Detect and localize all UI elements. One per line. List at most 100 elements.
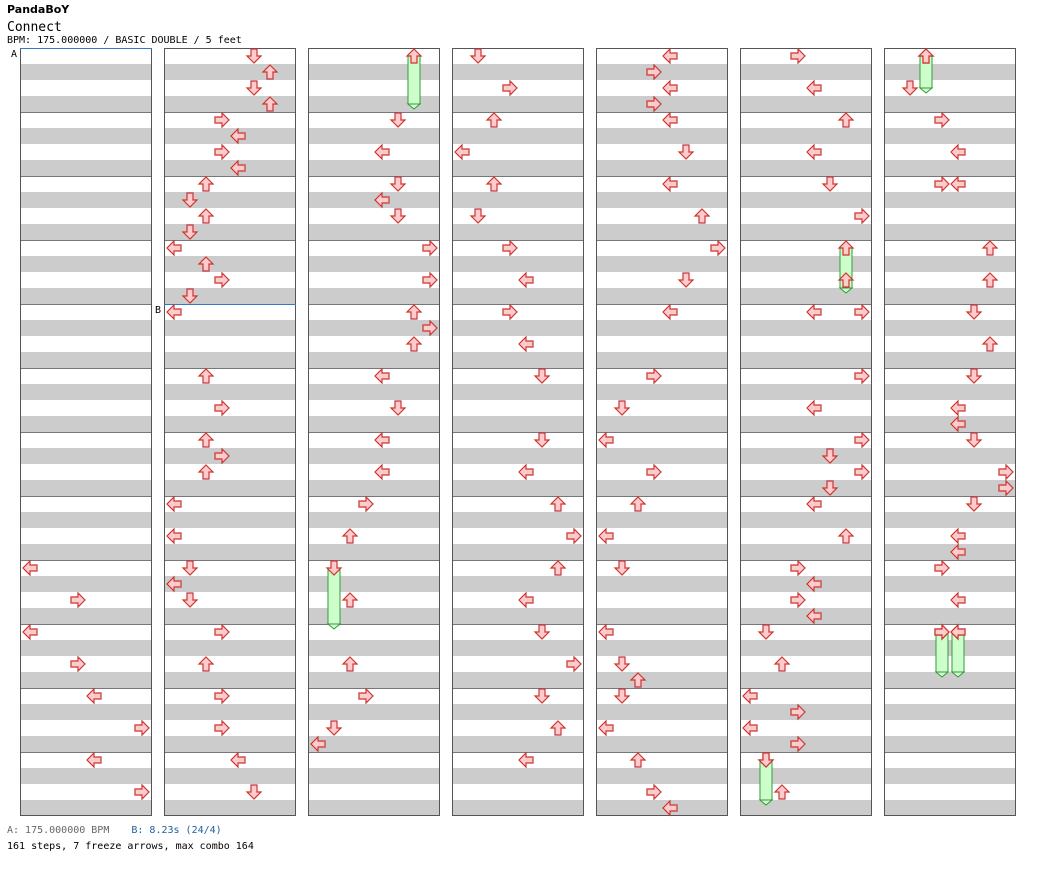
beat-stripe [884, 544, 1016, 560]
step-down-arrow [901, 80, 919, 96]
beat-stripe [164, 96, 296, 112]
beat-stripe [164, 736, 296, 752]
step-right-arrow [214, 143, 230, 161]
step-left-arrow [662, 175, 678, 193]
step-left-arrow [598, 623, 614, 641]
step-down-arrow [533, 624, 551, 640]
beat-stripe [884, 256, 1016, 272]
beat-stripe [596, 576, 728, 592]
step-left-arrow [86, 751, 102, 769]
beat-stripe [452, 384, 584, 400]
step-down-arrow [821, 480, 839, 496]
beat-stripe [884, 448, 1016, 464]
beat-stripe [452, 256, 584, 272]
step-down-arrow [965, 496, 983, 512]
beat-stripe [452, 672, 584, 688]
step-down-arrow [613, 400, 631, 416]
beat-stripe [308, 64, 440, 80]
beat-stripe [164, 768, 296, 784]
step-down-arrow [965, 432, 983, 448]
beat-stripe [164, 384, 296, 400]
marker-label-b: B [155, 305, 161, 316]
beat-stripe [20, 480, 152, 496]
step-down-arrow [533, 368, 551, 384]
beat-stripe [452, 96, 584, 112]
step-up-arrow [197, 656, 215, 672]
beat-stripe [596, 480, 728, 496]
beat-stripe [20, 64, 152, 80]
bpm-legend: A: 175.000000 BPM [7, 825, 110, 836]
step-left-arrow [950, 527, 966, 545]
step-down-arrow [389, 176, 407, 192]
step-right-arrow [70, 591, 86, 609]
step-up-arrow [629, 496, 647, 512]
step-up-arrow [981, 336, 999, 352]
beat-stripe [740, 672, 872, 688]
beat-stripe [884, 384, 1016, 400]
beat-stripe [308, 736, 440, 752]
step-up-arrow [261, 96, 279, 112]
beat-stripe [740, 512, 872, 528]
freeze-head-up-arrow [405, 48, 423, 64]
beat-stripe [596, 672, 728, 688]
step-up-arrow [197, 368, 215, 384]
step-down-arrow [821, 448, 839, 464]
step-up-arrow [197, 432, 215, 448]
marker-label-a: A [11, 49, 17, 60]
step-right-arrow [422, 319, 438, 337]
beat-stripe [20, 160, 152, 176]
freeze-tail [326, 623, 342, 630]
beat-stripe [740, 736, 872, 752]
step-left-arrow [662, 303, 678, 321]
beat-stripe [20, 640, 152, 656]
beat-stripe [740, 544, 872, 560]
step-down-arrow [181, 560, 199, 576]
step-up-arrow [981, 240, 999, 256]
freeze-tail [406, 103, 422, 110]
step-left-arrow [950, 623, 966, 641]
beat-stripe [740, 704, 872, 720]
beat-stripe [596, 224, 728, 240]
step-right-arrow [790, 47, 806, 65]
step-left-arrow [662, 111, 678, 129]
beat-stripe [884, 352, 1016, 368]
beat-stripe [164, 544, 296, 560]
step-left-arrow [662, 799, 678, 817]
step-left-arrow [806, 399, 822, 417]
beat-stripe [308, 640, 440, 656]
step-up-arrow [197, 464, 215, 480]
beat-stripe [596, 256, 728, 272]
beat-stripe [740, 608, 872, 624]
step-left-arrow [22, 623, 38, 641]
beat-stripe [884, 512, 1016, 528]
step-up-arrow [629, 752, 647, 768]
beat-stripe [740, 64, 872, 80]
step-up-arrow [485, 112, 503, 128]
beat-stripe [596, 96, 728, 112]
beat-stripe [596, 704, 728, 720]
beat-stripe [452, 640, 584, 656]
step-down-arrow [389, 112, 407, 128]
chart-info: BPM: 175.000000 / BASIC DOUBLE / 5 feet [7, 35, 242, 46]
step-left-arrow [166, 303, 182, 321]
beat-stripe [884, 192, 1016, 208]
step-down-arrow [677, 272, 695, 288]
beat-stripe [596, 192, 728, 208]
beat-stripe [740, 288, 872, 304]
step-right-arrow [358, 495, 374, 513]
freeze-body [327, 567, 341, 625]
step-right-arrow [854, 207, 870, 225]
beat-stripe [20, 608, 152, 624]
column-2-border [164, 48, 296, 816]
beat-stripe [164, 256, 296, 272]
beat-stripe [884, 320, 1016, 336]
beat-stripe [884, 416, 1016, 432]
step-up-arrow [197, 176, 215, 192]
beat-stripe [884, 160, 1016, 176]
beat-stripe [452, 160, 584, 176]
beat-stripe [164, 480, 296, 496]
beat-stripe [308, 192, 440, 208]
beat-stripe [164, 192, 296, 208]
step-left-arrow [950, 175, 966, 193]
